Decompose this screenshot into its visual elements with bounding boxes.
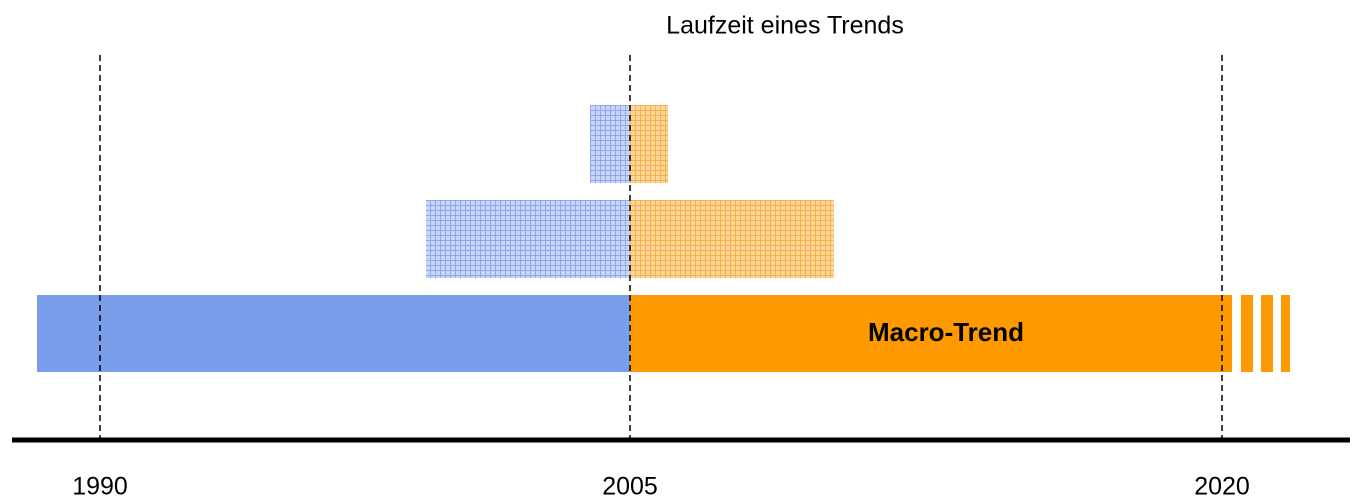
macro-trend-future — [630, 295, 1232, 372]
short-trend-future — [630, 105, 668, 183]
macro-trend-label: Macro-Trend — [868, 317, 1024, 347]
mid-trend-past — [426, 200, 630, 278]
macro-trend-stripe — [1241, 295, 1253, 372]
year-label: 1990 — [72, 473, 128, 501]
macro-trend-past — [37, 295, 630, 372]
short-trend-past — [590, 105, 630, 183]
mid-trend-future — [630, 200, 834, 278]
year-label: 2005 — [602, 473, 658, 501]
year-label: 2020 — [1194, 473, 1250, 501]
title: Laufzeit eines Trends — [666, 12, 904, 40]
macro-trend-stripe — [1261, 295, 1273, 372]
macro-trend-stripe — [1281, 295, 1290, 372]
